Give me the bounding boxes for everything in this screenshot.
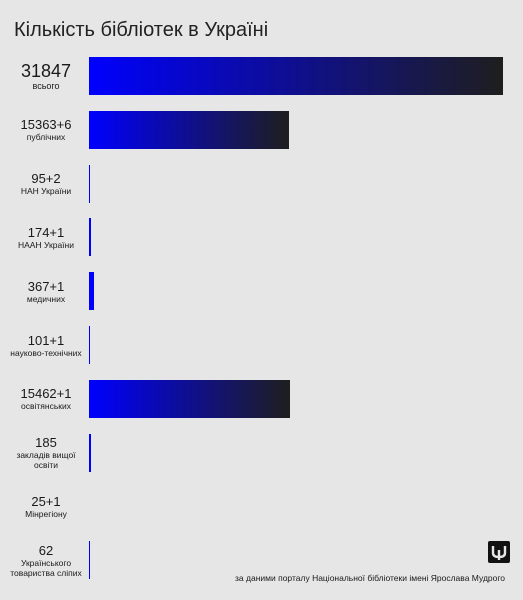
category-label: науково-технічних <box>10 347 82 358</box>
value-label: 95+2 <box>31 171 61 187</box>
value-label: 174+1 <box>27 224 65 240</box>
category-label: Мінрегіону <box>25 508 67 519</box>
value-label: 15363+6 <box>20 117 72 133</box>
category-label: НААН України <box>18 239 74 250</box>
bar <box>89 164 91 203</box>
category-label: освітянських <box>21 401 71 412</box>
source-note: за даними порталу Національної бібліотек… <box>235 573 505 583</box>
chart-title: Кількість бібліотек в Україні <box>14 19 269 41</box>
row-label: 95+2 НАН України <box>4 165 88 203</box>
category-label: НАН України <box>20 186 72 197</box>
bar <box>89 326 91 364</box>
category-label: медичних <box>26 293 66 304</box>
category-label: всього <box>32 81 60 91</box>
row-label: 62 Українського товариства сліпих <box>4 541 88 579</box>
value-label: 15462+1 <box>20 386 72 402</box>
row-label: 367+1 медичних <box>4 272 88 310</box>
row-label: 15462+1 освітянських <box>4 380 88 418</box>
value-label: 367+1 <box>27 278 65 294</box>
row-label: 185 закладів вищої освіти <box>4 434 88 472</box>
bar <box>89 433 92 472</box>
value-label: 62 <box>38 542 54 558</box>
category-label: Українського товариства сліпих <box>10 557 82 578</box>
category-label: публічних <box>26 132 66 143</box>
bar <box>89 218 92 257</box>
bar <box>89 272 94 311</box>
logo <box>488 541 510 563</box>
bar <box>89 379 290 418</box>
category-label: закладів вищої освіти <box>16 450 76 471</box>
value-label: 101+1 <box>27 332 65 348</box>
row-label: 15363+6 публічних <box>4 111 88 149</box>
value-label: 31847 <box>20 61 72 81</box>
bar <box>89 541 90 580</box>
row-label: 25+1 Мінрегіону <box>4 487 88 525</box>
row-label: 101+1 науково-технічних <box>4 326 88 364</box>
value-label: 25+1 <box>31 493 61 509</box>
value-label: 185 <box>35 435 57 451</box>
bar <box>89 57 503 95</box>
row-label: 31847 всього <box>4 57 88 95</box>
row-label: 174+1 НААН України <box>4 218 88 256</box>
bar <box>89 110 289 149</box>
